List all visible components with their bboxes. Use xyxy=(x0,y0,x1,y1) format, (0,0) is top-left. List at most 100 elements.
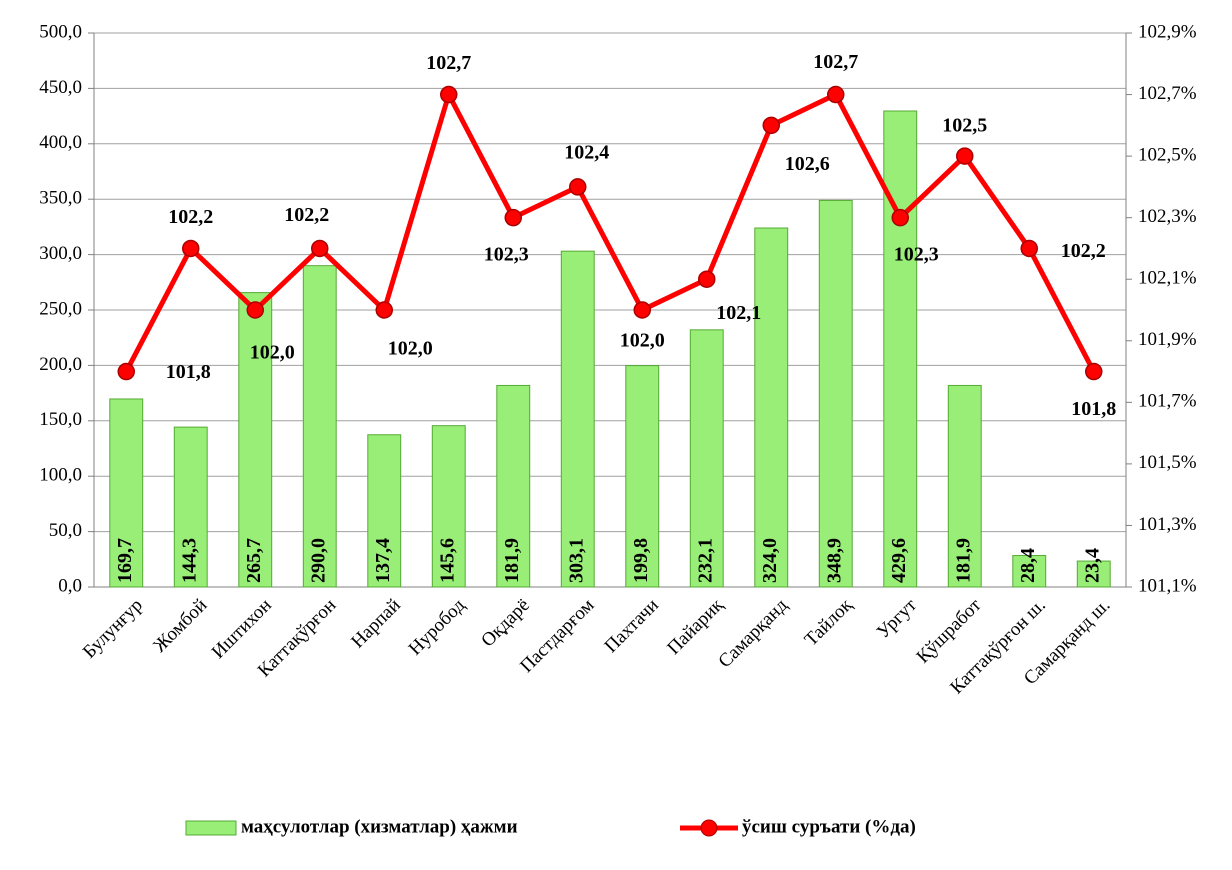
y-tick-label: 500,0 xyxy=(39,21,82,42)
y2-tick-label: 102,5% xyxy=(1138,144,1197,165)
line-value-label: 102,2 xyxy=(284,204,329,226)
x-tick-label: Иштихон xyxy=(208,595,276,663)
legend-marker xyxy=(700,819,718,837)
bar xyxy=(883,110,918,588)
y-tick-label: 100,0 xyxy=(39,465,82,486)
line-marker xyxy=(440,85,458,104)
x-tick-label: Пайариқ xyxy=(663,594,728,659)
line-marker xyxy=(956,147,974,165)
y-tick-label: 300,0 xyxy=(39,243,82,264)
y-tick-label: 250,0 xyxy=(39,298,82,319)
line-marker xyxy=(117,362,135,381)
bar xyxy=(367,434,402,588)
y2-tick-label: 101,9% xyxy=(1138,329,1197,350)
bar-value-label: 265,7 xyxy=(243,538,265,583)
line-marker xyxy=(633,301,651,319)
x-tick-label: Булунғур xyxy=(79,595,147,663)
line-value-label: 102,5 xyxy=(942,115,987,137)
x-tick-label: Самарқанд xyxy=(714,595,792,673)
bar-value-label: 181,9 xyxy=(501,538,523,583)
line-marker xyxy=(246,301,264,319)
x-tick-label: Нарпай xyxy=(347,595,405,653)
line-marker xyxy=(375,301,393,319)
y2-tick-label: 101,3% xyxy=(1138,514,1197,535)
bar-value-label: 23,4 xyxy=(1081,548,1103,583)
x-tick-label: Нуробод xyxy=(405,595,470,660)
line-value-label: 102,7 xyxy=(426,52,471,74)
line-marker xyxy=(504,208,522,227)
x-tick-label: Ургут xyxy=(873,594,921,642)
line-value-label: 102,2 xyxy=(1061,240,1106,262)
bar-value-label: 181,9 xyxy=(952,538,974,583)
line-marker xyxy=(762,116,780,135)
bar-value-label: 290,0 xyxy=(307,538,329,583)
line-value-label: 102,1 xyxy=(716,302,761,324)
line-value-label: 101,8 xyxy=(166,361,211,383)
bar xyxy=(496,384,531,588)
y2-tick-label: 101,1% xyxy=(1138,575,1197,596)
line-value-label: 102,4 xyxy=(564,141,609,163)
y-tick-label: 400,0 xyxy=(39,132,82,153)
bar-value-label: 169,7 xyxy=(114,538,136,583)
line xyxy=(124,92,1096,373)
y2-tick-label: 101,5% xyxy=(1138,452,1197,473)
bar-value-label: 28,4 xyxy=(1017,548,1039,583)
line-value-label: 102,7 xyxy=(813,51,858,73)
y-tick-label: 50,0 xyxy=(49,520,82,541)
line-value-label: 102,0 xyxy=(388,338,433,360)
line-value-label: 101,8 xyxy=(1071,398,1116,420)
bar-value-label: 324,0 xyxy=(759,538,781,583)
line-marker xyxy=(1020,239,1038,258)
bar xyxy=(302,265,337,588)
y2-tick-label: 102,1% xyxy=(1138,268,1197,289)
line-value-label: 102,2 xyxy=(168,206,213,228)
y-tick-label: 350,0 xyxy=(39,188,82,209)
y-tick-label: 200,0 xyxy=(39,354,82,375)
line-value-label: 102,3 xyxy=(894,243,939,265)
y-tick-label: 150,0 xyxy=(39,409,82,430)
y-tick-label: 450,0 xyxy=(39,77,82,98)
bar-value-label: 429,6 xyxy=(888,538,910,583)
x-tick-label: Тайлоқ xyxy=(801,594,857,650)
y2-tick-label: 102,7% xyxy=(1138,83,1197,104)
line-marker xyxy=(569,178,587,196)
line-marker xyxy=(827,85,845,104)
x-tick-label: Жомбой xyxy=(149,595,211,657)
legend-swatch xyxy=(185,820,237,836)
bar xyxy=(689,329,724,588)
bar-value-label: 348,9 xyxy=(823,538,845,583)
bar xyxy=(238,292,273,588)
bar-value-label: 144,3 xyxy=(178,538,200,583)
bar-value-label: 199,8 xyxy=(630,538,652,583)
bar-value-label: 137,4 xyxy=(372,538,394,583)
x-tick-label: Оқдарё xyxy=(477,595,534,652)
y2-tick-label: 102,3% xyxy=(1138,206,1197,227)
line-value-label: 102,3 xyxy=(484,243,529,265)
bar xyxy=(1076,560,1111,588)
bar xyxy=(947,384,982,588)
bar xyxy=(431,425,466,588)
bar xyxy=(109,398,144,588)
line-marker xyxy=(311,239,329,258)
bar-value-label: 303,1 xyxy=(565,538,587,583)
line-marker xyxy=(891,208,909,227)
legend-label: маҳсулотлар (хизматлар) ҳажми xyxy=(241,816,518,837)
line-marker xyxy=(698,270,716,288)
bar xyxy=(1012,555,1047,588)
line-value-label: 102,0 xyxy=(620,330,665,352)
y-tick-label: 0,0 xyxy=(58,575,82,596)
y2-tick-label: 101,7% xyxy=(1138,391,1197,412)
bar xyxy=(560,250,595,588)
bar-value-label: 145,6 xyxy=(436,538,458,583)
bar xyxy=(818,199,853,588)
legend-label: ўсиш суръати (%да) xyxy=(742,816,916,837)
y2-tick-label: 102,9% xyxy=(1138,21,1197,42)
bar xyxy=(625,365,660,588)
x-tick-label: Пахтачи xyxy=(601,595,663,657)
line-value-label: 102,0 xyxy=(250,342,295,364)
line-marker xyxy=(182,239,200,258)
bar xyxy=(173,426,208,588)
line-marker xyxy=(1085,362,1103,381)
bar xyxy=(754,227,789,588)
